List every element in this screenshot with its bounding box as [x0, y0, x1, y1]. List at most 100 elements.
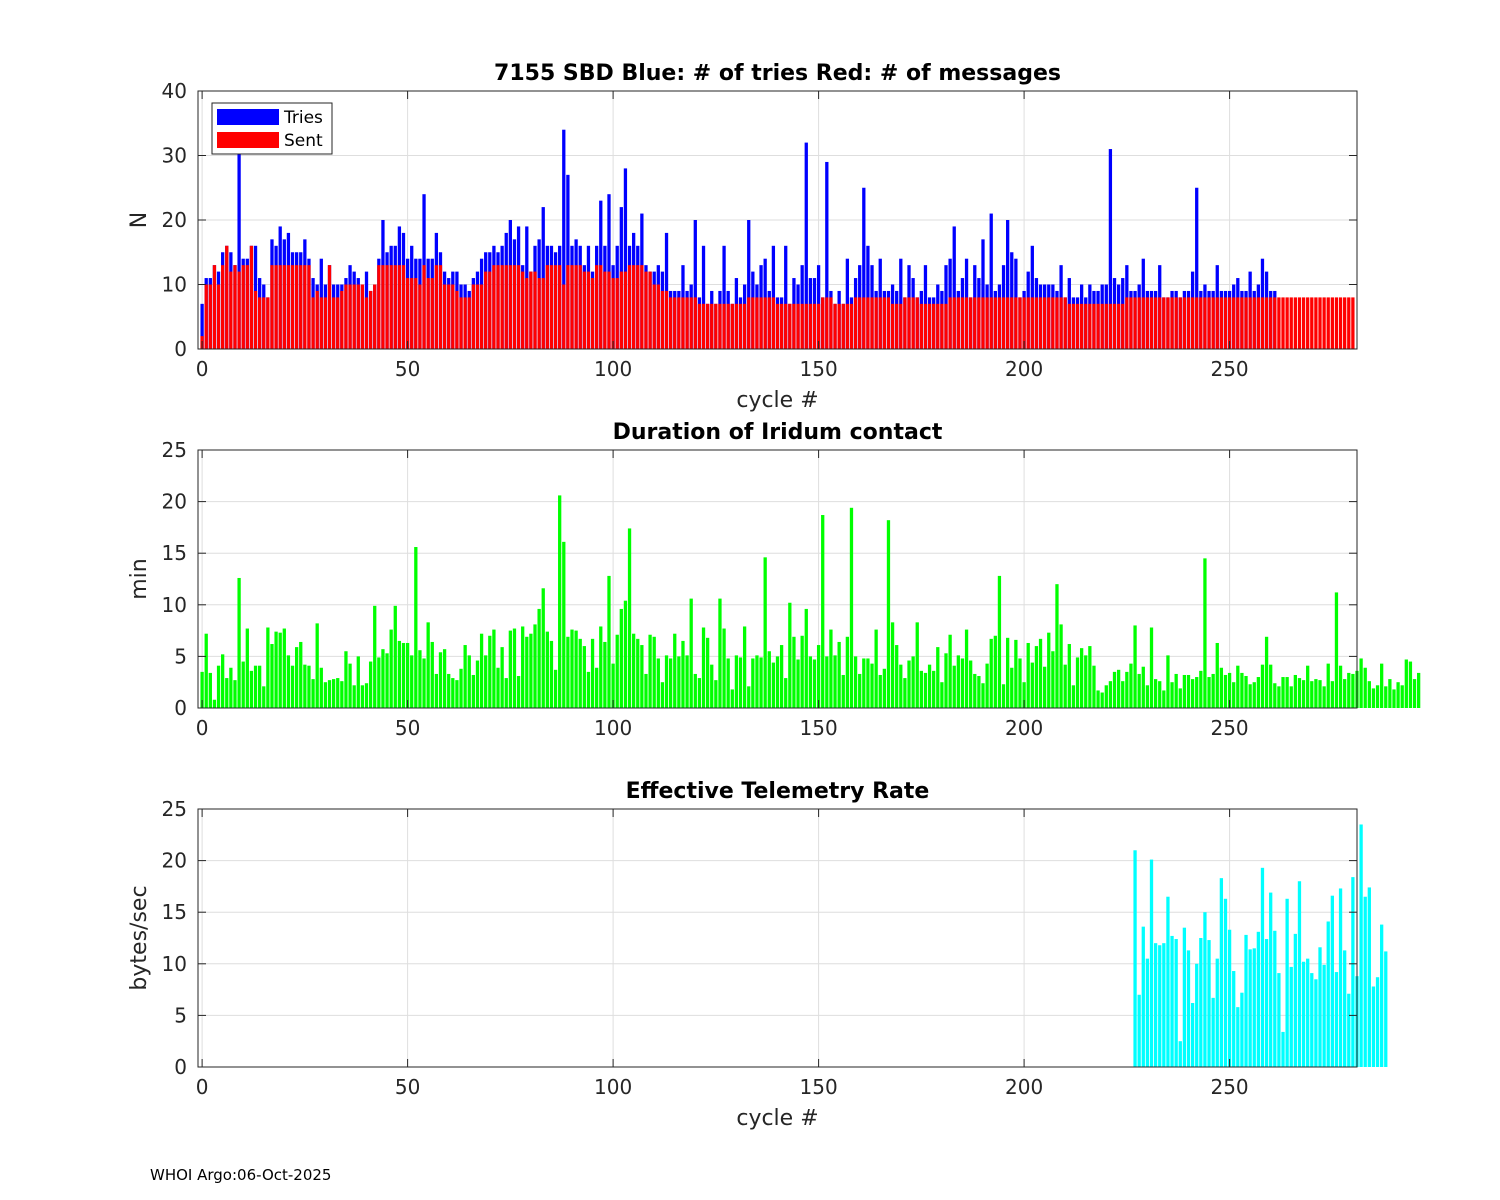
bar — [1244, 297, 1248, 349]
x-tick-label: 100 — [594, 1075, 632, 1099]
bar — [208, 672, 212, 708]
bar — [578, 265, 582, 349]
bar — [525, 278, 529, 349]
bar — [1314, 679, 1318, 708]
bar — [1100, 303, 1104, 349]
bar — [566, 265, 570, 349]
bar — [730, 303, 734, 349]
bar — [336, 678, 340, 708]
bar — [742, 303, 747, 349]
bar — [796, 659, 800, 708]
bar — [701, 627, 706, 708]
bar — [788, 303, 792, 349]
bar — [1293, 933, 1297, 1067]
bar — [878, 297, 882, 349]
bar — [1055, 297, 1059, 349]
bar — [1359, 658, 1363, 708]
bar — [689, 297, 693, 349]
bar — [1034, 297, 1039, 349]
bar — [286, 655, 291, 708]
bar — [821, 297, 825, 349]
bar — [792, 303, 796, 349]
bar — [821, 515, 825, 708]
bar — [512, 265, 517, 349]
bar — [1006, 220, 1010, 349]
bar — [858, 673, 862, 708]
bar — [636, 265, 640, 349]
bar — [870, 663, 874, 708]
bar — [611, 278, 615, 349]
bar — [471, 284, 476, 349]
bar — [1384, 686, 1388, 708]
bar — [1190, 679, 1195, 708]
bar — [1030, 297, 1034, 349]
bar — [890, 622, 895, 708]
bar — [1375, 977, 1380, 1067]
bar — [508, 630, 512, 708]
bar — [475, 284, 480, 349]
bar — [426, 278, 430, 349]
bar — [323, 682, 328, 708]
bar — [401, 265, 406, 349]
bar — [570, 265, 574, 349]
bar — [841, 674, 845, 708]
x-tick-label: 0 — [196, 357, 209, 381]
bar — [771, 297, 776, 349]
bar — [1314, 297, 1318, 349]
bar — [903, 297, 907, 349]
bar — [1141, 666, 1145, 708]
bar — [1043, 297, 1047, 349]
bar — [200, 303, 204, 349]
bar — [233, 680, 237, 708]
bar — [845, 636, 850, 708]
bar — [492, 629, 496, 708]
bar — [545, 265, 549, 349]
bar — [763, 557, 767, 708]
bar — [430, 641, 434, 708]
bar — [500, 265, 504, 349]
bar — [849, 507, 854, 708]
bar — [763, 297, 767, 349]
bar — [714, 680, 718, 708]
bar — [1244, 676, 1248, 708]
bar — [845, 303, 850, 349]
bar — [327, 265, 332, 349]
bar — [1264, 297, 1269, 349]
bar — [1338, 888, 1343, 1067]
bar — [989, 297, 993, 349]
bar — [853, 297, 858, 349]
bar — [348, 284, 352, 349]
bar — [927, 664, 932, 708]
bar — [1408, 661, 1413, 708]
bar — [344, 284, 348, 349]
bar — [927, 303, 932, 349]
bar — [262, 297, 266, 349]
bar — [636, 638, 640, 708]
bar — [1170, 297, 1174, 349]
bar — [377, 265, 381, 349]
bar — [311, 297, 315, 349]
bar — [1018, 658, 1022, 708]
bar — [245, 265, 249, 349]
bar — [759, 297, 763, 349]
bar — [541, 588, 545, 708]
bar — [323, 297, 328, 349]
bar — [1244, 934, 1248, 1067]
bar — [294, 265, 299, 349]
bar — [944, 653, 948, 708]
bar — [952, 226, 956, 349]
bar — [710, 664, 714, 708]
bar — [455, 290, 459, 349]
y-tick-label: 25 — [162, 438, 187, 462]
bar — [410, 655, 414, 708]
bar — [973, 673, 977, 708]
bar — [558, 495, 562, 708]
bar — [360, 284, 365, 349]
bar — [1092, 665, 1096, 708]
bar — [632, 633, 636, 708]
bar — [734, 655, 739, 708]
bar — [644, 271, 648, 349]
bar — [1047, 297, 1051, 349]
bar — [405, 278, 410, 349]
bar — [368, 290, 373, 349]
